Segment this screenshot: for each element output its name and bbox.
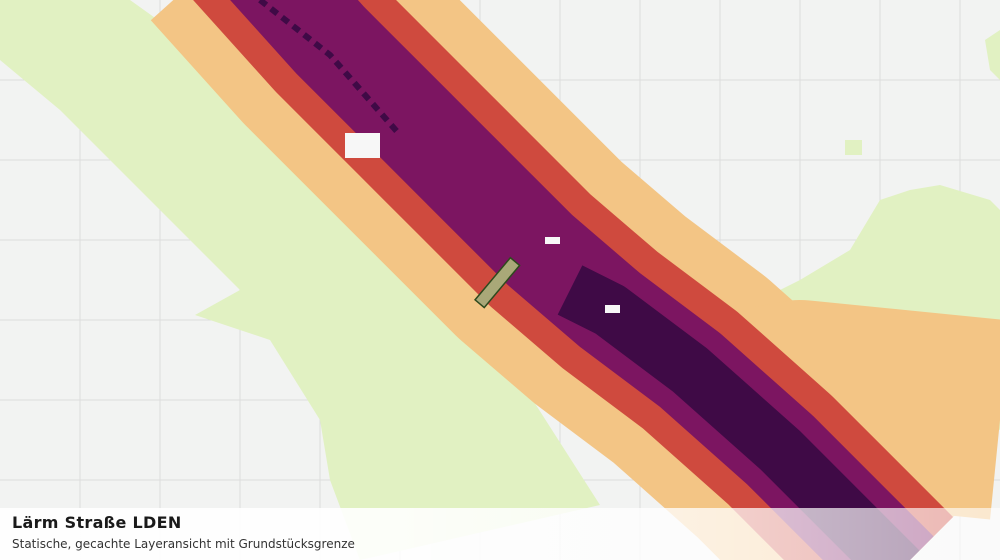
map-gaps [345,133,620,313]
map-title: Lärm Straße LDEN [12,513,182,532]
map-subtitle: Statische, gecachte Layeransicht mit Gru… [12,537,355,551]
parcel-boundary[interactable] [473,256,521,309]
noise-band-dark-dashed [258,0,403,137]
noise-band-dark [557,265,920,560]
noise-bands [150,0,1000,560]
caption-panel [0,508,1000,560]
